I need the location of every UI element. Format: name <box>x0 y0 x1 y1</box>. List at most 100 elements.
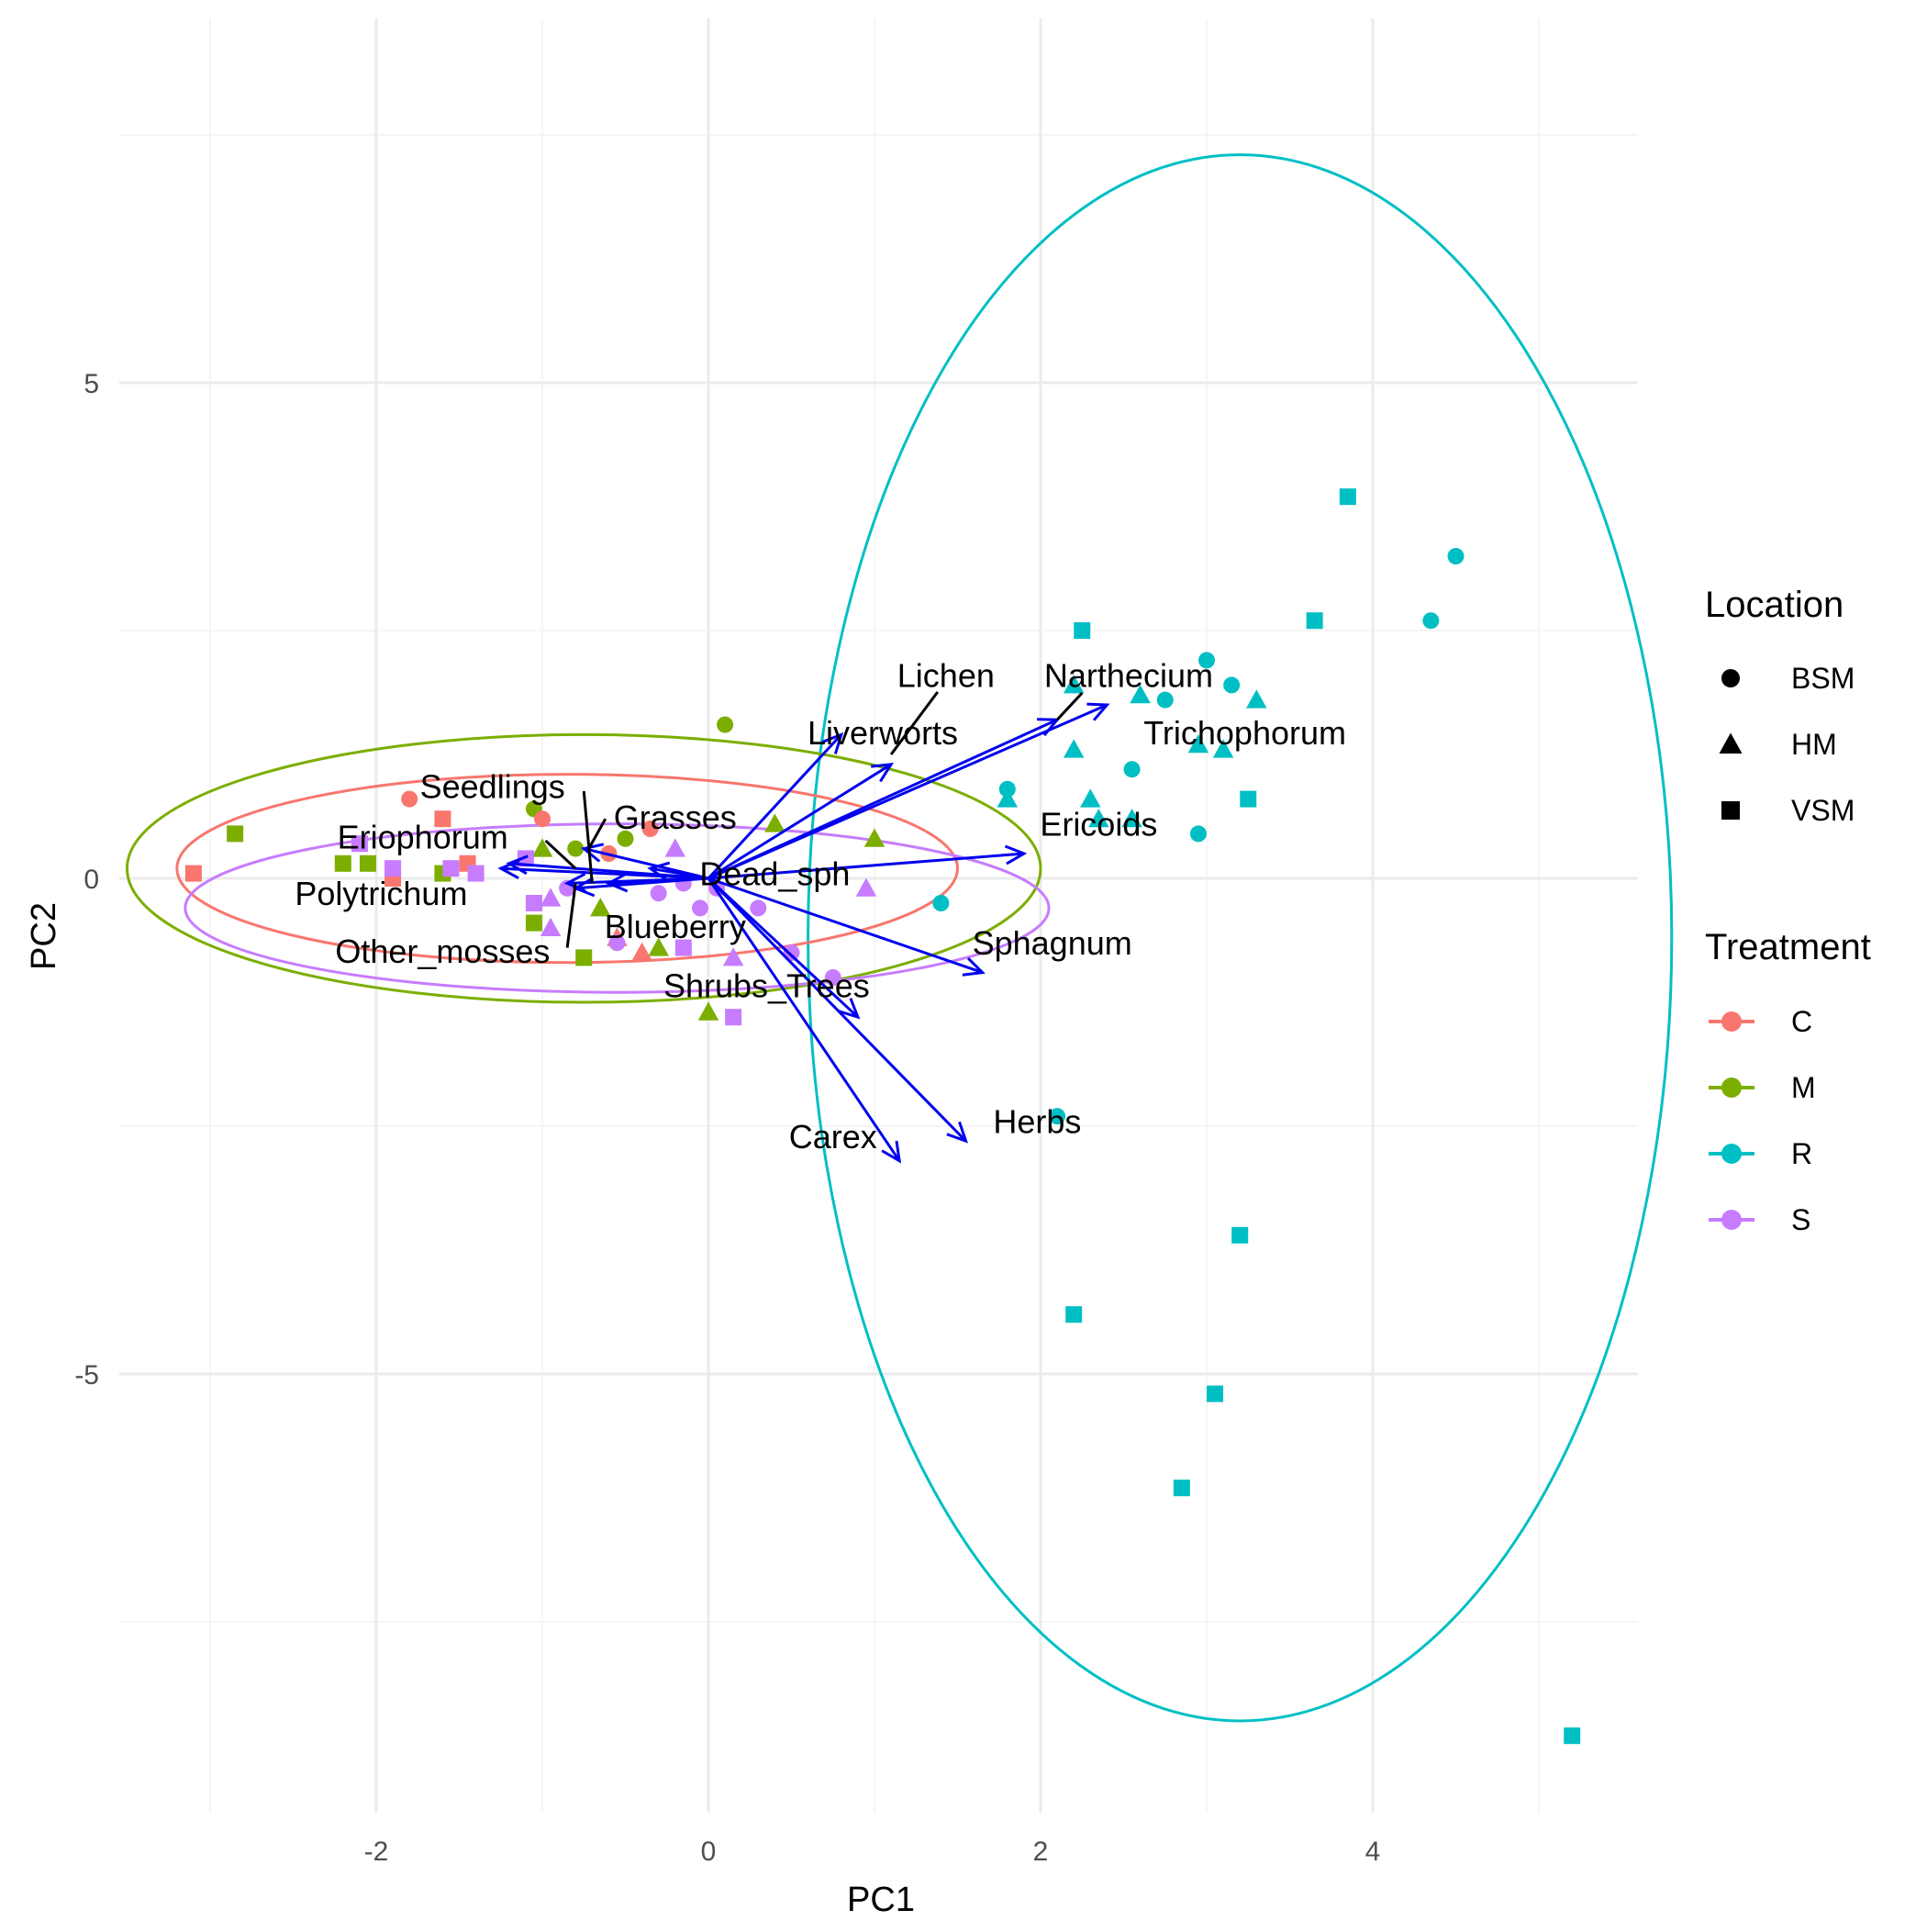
point-R-triangle <box>1063 739 1085 758</box>
x-tick-label: 4 <box>1365 1837 1381 1867</box>
arrow-label-Eriophorum: Eriophorum <box>338 819 508 856</box>
arrow-labels: Lichen Liverworts Narthecium Trichophorum Er… <box>295 657 1346 1156</box>
point-C-circle <box>401 790 418 808</box>
x-tick-label: -2 <box>364 1837 389 1867</box>
point-M-square <box>334 854 351 872</box>
point-M-square <box>525 914 542 932</box>
y-tick-label: 5 <box>84 369 99 399</box>
arrowhead-Liverworts <box>821 731 844 754</box>
y-axis-title: PC2 <box>25 902 63 970</box>
legend-dot-R <box>1721 1144 1742 1164</box>
point-R-square <box>1564 1727 1581 1745</box>
point-S-circle <box>824 969 841 986</box>
arrow-label-Ericoids: Ericoids <box>1040 806 1157 843</box>
point-M-triangle <box>764 813 785 832</box>
arrowhead-Lichen <box>871 762 895 783</box>
arrow-label-Sphagnum: Sphagnum <box>973 924 1132 962</box>
legend-location-title: Location <box>1705 585 1843 625</box>
point-S-square <box>517 850 534 867</box>
ellipse-M <box>126 732 1042 1004</box>
point-S-triangle <box>722 947 744 966</box>
arrow-label-Liverworts: Liverworts <box>808 714 958 752</box>
arrowhead-Carex <box>881 1140 902 1164</box>
arrow-label-Lichen: Lichen <box>897 657 995 695</box>
point-R-square <box>1306 612 1323 630</box>
legend-label-HM: HM <box>1791 728 1837 761</box>
point-S-square <box>384 860 402 877</box>
point-R-circle <box>1422 612 1440 630</box>
point-R-triangle <box>1246 689 1267 709</box>
arrow-Trichophorum <box>707 703 1108 880</box>
point-R-circle <box>932 895 950 911</box>
legend-key-VSM <box>1721 801 1740 820</box>
point-R-square <box>1074 622 1091 639</box>
leader-line-Grasses <box>587 818 607 850</box>
leader-line-Other_mosses <box>565 883 577 948</box>
point-S-triangle <box>540 888 562 907</box>
point-R-square <box>1065 1306 1083 1323</box>
ellipse-R <box>807 153 1674 1723</box>
point-R-square <box>1240 790 1257 808</box>
leader-line-Eriophorum <box>544 839 577 870</box>
point-R-triangle <box>1130 684 1151 704</box>
point-R-triangle <box>1212 739 1234 758</box>
point-S-circle <box>750 899 767 917</box>
point-R-circle <box>1049 1108 1066 1125</box>
arrowhead-Ericoids <box>1004 844 1028 865</box>
arrow-Carex <box>707 877 901 1162</box>
legend-label-S: S <box>1791 1203 1810 1236</box>
x-tick-label: 0 <box>701 1837 717 1867</box>
arrow-Shrubs_Trees <box>707 877 859 1019</box>
arrow-Herbs <box>707 877 967 1143</box>
ellipse-S <box>184 822 1051 994</box>
point-S-circle <box>783 944 800 961</box>
confidence-ellipses <box>126 153 1674 1723</box>
arrowhead-Shrubs_Trees <box>838 998 861 1020</box>
point-M-circle <box>567 840 585 857</box>
arrow-label-Polytrichum: Polytrichum <box>295 875 467 912</box>
legend-label-R: R <box>1791 1137 1812 1170</box>
point-R-circle <box>1189 825 1207 843</box>
point-R-triangle <box>1063 675 1085 694</box>
legend-treatment-title: Treatment <box>1705 927 1871 967</box>
arrow-Lichen <box>707 763 892 880</box>
point-M-square <box>359 854 376 872</box>
point-R-circle <box>1123 761 1141 778</box>
ellipse-C <box>175 773 960 965</box>
point-S-square <box>725 1009 742 1026</box>
point-M-square <box>575 949 593 966</box>
point-M-triangle <box>531 838 553 857</box>
point-M-triangle <box>590 898 611 917</box>
leader-line-Seedlings <box>582 790 594 884</box>
legend-dot-S <box>1721 1210 1742 1230</box>
grid-lines <box>119 18 1638 1813</box>
arrowhead-Herbs <box>946 1121 968 1144</box>
arrow-Sphagnum <box>707 877 984 975</box>
point-S-square <box>351 835 368 853</box>
legend-label-BSM: BSM <box>1791 662 1855 695</box>
legend-key-BSM <box>1721 669 1740 687</box>
arrowhead-Trichophorum <box>1086 702 1110 721</box>
point-C-circle <box>641 821 659 837</box>
arrowhead-Sphagnum <box>962 957 986 977</box>
arrow-Liverworts <box>707 733 842 880</box>
arrow-label-Shrubs_Trees: Shrubs_Trees <box>663 967 870 1005</box>
point-S-triangle <box>540 917 562 936</box>
x-tick-label: 2 <box>1033 1837 1049 1867</box>
point-M-circle <box>617 830 634 847</box>
point-S-triangle <box>855 877 877 897</box>
legend-key-HM <box>1719 732 1743 754</box>
legend-label-VSM: VSM <box>1791 794 1855 827</box>
point-M-circle <box>717 716 734 733</box>
point-R-square <box>1207 1385 1224 1402</box>
y-tick-label: 0 <box>84 865 99 895</box>
arrowhead-Other_mosses <box>563 872 586 893</box>
arrow-Grasses <box>583 847 709 880</box>
point-S-square <box>674 939 692 956</box>
point-S-square <box>442 860 460 877</box>
arrowhead-Blueberry <box>605 872 629 893</box>
arrow-Polytrichum <box>500 866 709 880</box>
loading-arrows <box>497 702 1110 1164</box>
point-C-square <box>434 810 451 828</box>
